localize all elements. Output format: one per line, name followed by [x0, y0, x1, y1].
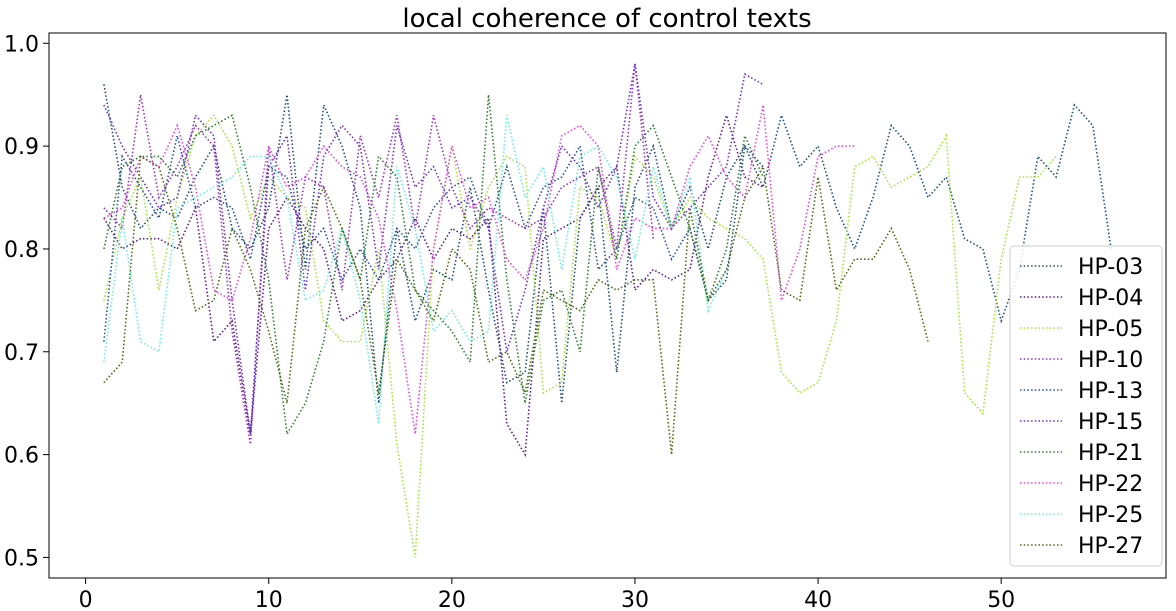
x-tick-label: 30: [621, 588, 649, 611]
series-layer: [103, 63, 1112, 558]
y-tick-label: 0.5: [4, 546, 39, 571]
y-tick-label: 0.6: [4, 444, 39, 469]
series-line-hp-05: [103, 113, 1057, 558]
x-tick-label: 0: [79, 588, 93, 611]
legend-label: HP-05: [1078, 317, 1143, 342]
series-line-hp-21: [103, 94, 764, 437]
x-tick-label: 40: [804, 588, 832, 611]
y-axis: 0.5 0.6 0.7 0.8 0.9 1.0: [4, 32, 49, 571]
legend-label: HP-27: [1078, 534, 1143, 559]
series-line-hp-25: [103, 115, 728, 424]
legend-label: HP-21: [1078, 441, 1143, 466]
y-tick-label: 1.0: [4, 32, 39, 57]
legend-label: HP-25: [1078, 503, 1143, 528]
legend-item: HP-22: [1020, 472, 1143, 497]
legend-frame: [1009, 245, 1163, 567]
series-line-hp-15: [103, 63, 764, 435]
legend-item: HP-10: [1020, 348, 1143, 373]
legend-item: HP-15: [1020, 410, 1143, 435]
y-tick-label: 0.9: [4, 135, 39, 160]
x-axis: 0 10 20 30 40 50: [79, 578, 1015, 611]
legend-label: HP-15: [1078, 410, 1143, 435]
legend-item: HP-13: [1020, 379, 1143, 404]
legend-label: HP-13: [1078, 379, 1143, 404]
plot-frame: [48, 32, 1167, 579]
legend-label: HP-03: [1078, 255, 1143, 280]
x-tick-label: 20: [438, 588, 466, 611]
legend-label: HP-10: [1078, 348, 1143, 373]
legend-item: HP-04: [1020, 286, 1143, 311]
y-tick-label: 0.8: [4, 238, 39, 263]
series-line-hp-13: [103, 135, 764, 342]
y-tick-label: 0.7: [4, 341, 39, 366]
legend-item: HP-05: [1020, 317, 1143, 342]
legend: HP-03 HP-04 HP-05 HP-10 HP-13 HP-15 HP-21 HP-22…: [1009, 245, 1163, 567]
legend-item: HP-03: [1020, 255, 1143, 280]
series-line-hp-10: [103, 63, 655, 445]
series-line-hp-27: [103, 155, 929, 455]
legend-label: HP-22: [1078, 472, 1143, 497]
series-line-hp-22: [103, 104, 855, 435]
legend-item: HP-25: [1020, 503, 1143, 528]
x-tick-label: 10: [255, 588, 283, 611]
legend-item: HP-27: [1020, 534, 1143, 559]
chart-title: local coherence of control texts: [402, 4, 811, 34]
series-line-hp-03: [103, 84, 1112, 404]
legend-item: HP-21: [1020, 441, 1143, 466]
x-tick-label: 50: [987, 588, 1015, 611]
legend-label: HP-04: [1078, 286, 1143, 311]
